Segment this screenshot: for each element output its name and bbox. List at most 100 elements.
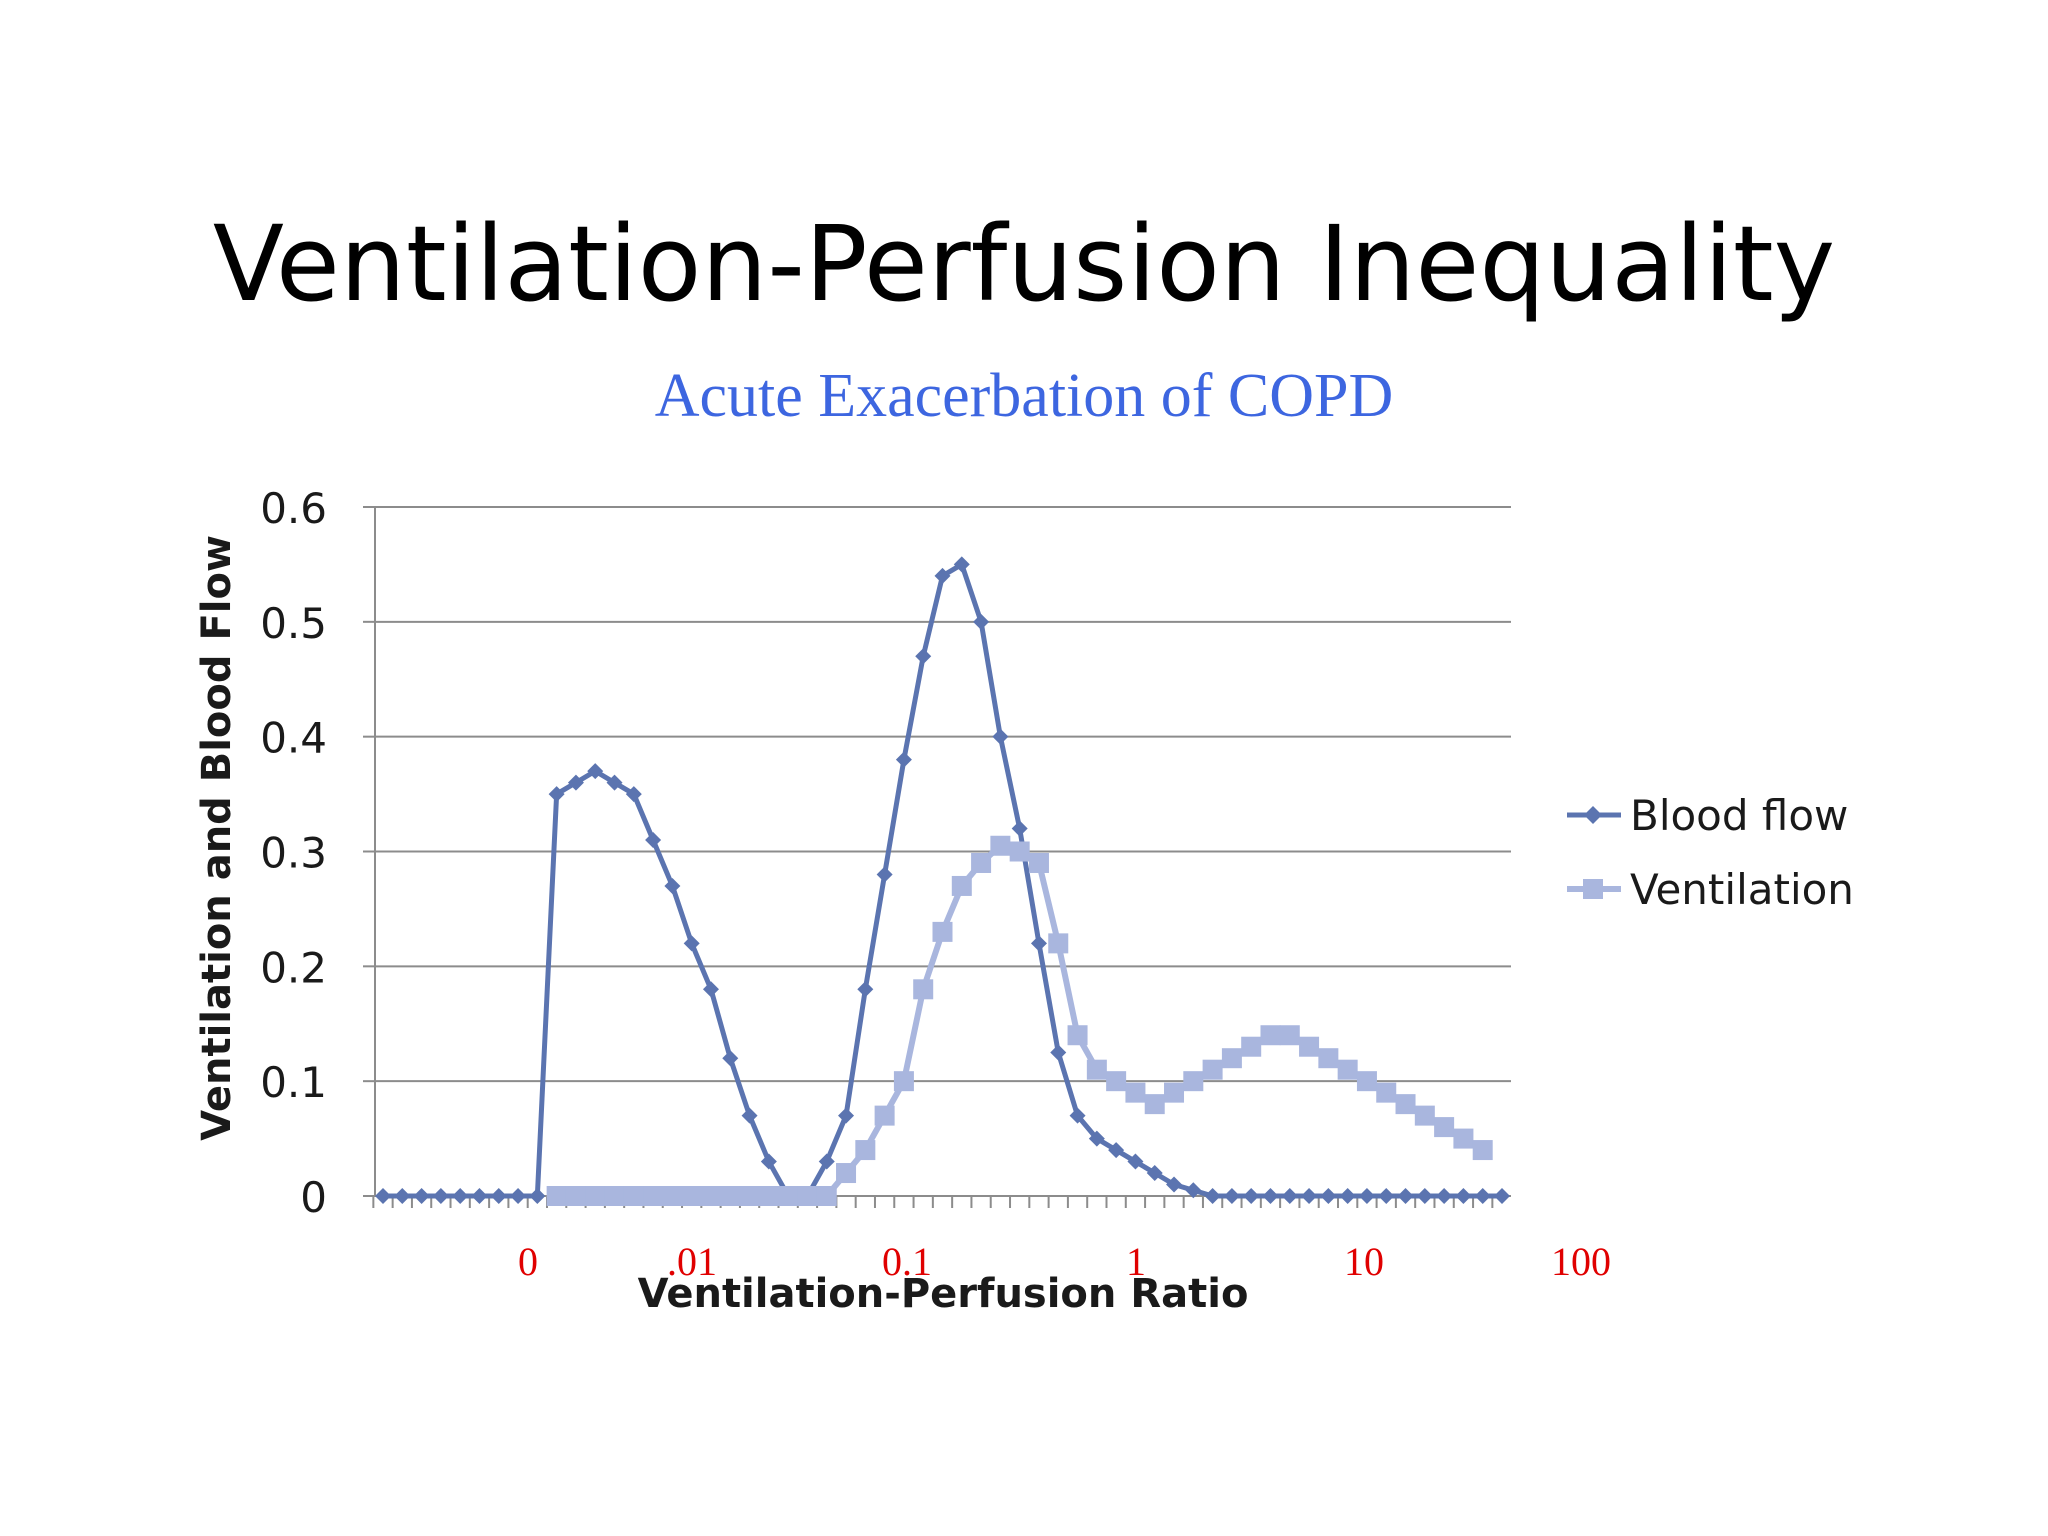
data-point-ventilation <box>1009 841 1030 862</box>
data-point-ventilation <box>585 1186 606 1206</box>
data-point-blood-flow <box>1494 1188 1510 1204</box>
data-point-ventilation <box>1144 1094 1165 1115</box>
data-point-ventilation <box>1414 1105 1435 1126</box>
data-point-blood-flow <box>1050 1044 1067 1061</box>
data-point-blood-flow <box>587 763 604 780</box>
series-line-blood-flow <box>383 561 1502 1199</box>
data-point-ventilation <box>1299 1036 1320 1057</box>
data-point-blood-flow <box>1474 1188 1491 1204</box>
data-point-ventilation <box>1472 1140 1493 1161</box>
data-point-blood-flow <box>413 1188 430 1204</box>
data-point-ventilation <box>1067 1025 1088 1046</box>
y-tick-label: 0.5 <box>260 599 327 648</box>
data-point-blood-flow <box>1166 1176 1183 1193</box>
slide-subtitle: Acute Exacerbation of COPD <box>654 362 1394 430</box>
data-point-blood-flow <box>471 1188 488 1204</box>
data-point-ventilation <box>623 1186 644 1206</box>
data-point-blood-flow <box>973 613 990 630</box>
data-point-blood-flow <box>702 981 719 998</box>
data-point-blood-flow <box>1088 1130 1105 1147</box>
data-point-ventilation <box>643 1186 664 1206</box>
data-point-ventilation <box>604 1186 625 1206</box>
data-point-ventilation <box>1434 1117 1455 1138</box>
data-point-ventilation <box>720 1186 741 1206</box>
data-point-blood-flow <box>1030 935 1047 952</box>
data-point-ventilation <box>1086 1059 1107 1080</box>
data-point-ventilation <box>1164 1082 1185 1103</box>
data-point-ventilation <box>816 1186 837 1206</box>
data-point-blood-flow <box>452 1188 469 1204</box>
data-point-blood-flow <box>1281 1188 1298 1204</box>
legend: Blood flow Ventilation <box>1567 791 1854 914</box>
slide-title: Ventilation-Perfusion Inequality <box>212 203 1836 325</box>
gridlines <box>375 506 1511 1083</box>
data-point-ventilation <box>1241 1036 1262 1057</box>
data-point-ventilation <box>1125 1082 1146 1103</box>
data-point-blood-flow <box>934 567 951 584</box>
data-point-ventilation <box>913 979 934 1000</box>
data-point-ventilation <box>1183 1071 1204 1092</box>
data-point-ventilation <box>681 1186 702 1206</box>
data-point-blood-flow <box>1185 1182 1202 1199</box>
data-point-blood-flow <box>490 1188 507 1204</box>
data-point-blood-flow <box>838 1107 855 1124</box>
y-tick-label: 0.3 <box>260 829 327 878</box>
data-point-ventilation <box>1048 933 1069 954</box>
data-point-ventilation <box>836 1163 857 1184</box>
data-point-blood-flow <box>375 1188 391 1204</box>
legend-label-ventilation: Ventilation <box>1630 865 1854 914</box>
y-tick-label: 0 <box>300 1173 327 1222</box>
data-point-ventilation <box>1221 1048 1242 1069</box>
data-point-blood-flow <box>1108 1142 1125 1159</box>
data-point-blood-flow <box>915 648 932 665</box>
data-point-ventilation <box>1202 1059 1223 1080</box>
data-point-blood-flow <box>1223 1188 1240 1204</box>
data-point-blood-flow <box>1416 1188 1433 1204</box>
data-point-blood-flow <box>1127 1153 1144 1170</box>
data-point-blood-flow <box>760 1153 777 1170</box>
data-point-ventilation <box>1260 1025 1281 1046</box>
data-point-blood-flow <box>1358 1188 1375 1204</box>
y-axis-title: Ventilation and Blood Flow <box>194 535 240 1141</box>
data-point-ventilation <box>778 1186 799 1206</box>
data-point-blood-flow <box>664 877 681 894</box>
data-point-ventilation <box>951 875 972 896</box>
data-point-blood-flow <box>992 728 1009 745</box>
data-point-ventilation <box>971 852 992 873</box>
data-point-blood-flow <box>529 1188 546 1204</box>
data-point-ventilation <box>1028 852 1049 873</box>
data-point-ventilation <box>1395 1094 1416 1115</box>
data-point-blood-flow <box>1011 820 1028 837</box>
data-point-ventilation <box>758 1186 779 1206</box>
data-point-blood-flow <box>1146 1165 1163 1182</box>
axis-labels: 0 0.1 0.2 0.3 0.4 0.5 0.6 0 .01 0.1 1 10 100 Ventilat… <box>194 484 1611 1317</box>
x-tick-label: 100 <box>1551 1239 1611 1284</box>
data-point-blood-flow <box>1262 1188 1279 1204</box>
x-tick-label: .01 <box>667 1239 717 1284</box>
data-point-blood-flow <box>1455 1188 1472 1204</box>
legend-label-blood-flow: Blood flow <box>1630 791 1848 840</box>
data-point-blood-flow <box>1320 1188 1337 1204</box>
data-point-blood-flow <box>625 786 642 803</box>
data-point-blood-flow <box>876 866 893 883</box>
data-point-ventilation <box>1106 1071 1127 1092</box>
data-point-ventilation <box>546 1186 567 1206</box>
data-point-ventilation <box>662 1186 683 1206</box>
data-point-ventilation <box>1337 1059 1358 1080</box>
x-tick-label: 1 <box>1126 1239 1146 1284</box>
data-point-blood-flow <box>1378 1188 1395 1204</box>
data-point-ventilation <box>874 1105 895 1126</box>
data-point-ventilation <box>1318 1048 1339 1069</box>
data-point-blood-flow <box>567 774 584 791</box>
data-point-ventilation <box>1279 1025 1300 1046</box>
data-point-ventilation <box>932 921 953 942</box>
legend-marker-ventilation <box>1583 879 1603 899</box>
data-point-blood-flow <box>857 981 874 998</box>
data-point-blood-flow <box>1397 1188 1414 1204</box>
data-point-blood-flow <box>818 1153 835 1170</box>
data-point-ventilation <box>739 1186 760 1206</box>
data-point-blood-flow <box>953 556 970 573</box>
series-line-ventilation <box>556 842 1485 1199</box>
data-point-blood-flow <box>722 1050 739 1067</box>
